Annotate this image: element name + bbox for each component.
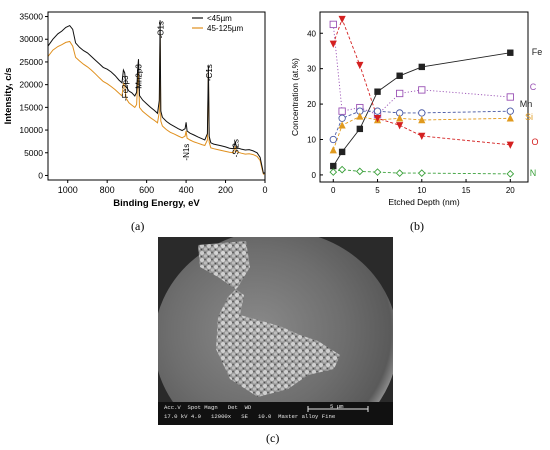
- y-axis-label: Concentration (at.%): [290, 58, 300, 136]
- series-point: [338, 121, 346, 129]
- plot-frame: [47, 11, 266, 181]
- y-tick-label: 0: [38, 170, 43, 180]
- series-label-si: Si: [525, 112, 533, 122]
- panel-c-label: (c): [266, 431, 280, 445]
- legend-label: 45-125µm: [207, 24, 244, 33]
- series-point: [330, 162, 337, 170]
- series-point: [396, 72, 403, 79]
- series-point: [506, 170, 515, 178]
- spectrum-line-0: [47, 20, 266, 174]
- y-tick-label: 10000: [19, 125, 43, 135]
- series-point: [418, 132, 426, 140]
- series-point: [373, 107, 382, 115]
- y-tick-label: 10: [307, 136, 316, 145]
- series-point: [418, 116, 426, 124]
- series-point: [338, 15, 346, 24]
- series-point: [506, 93, 514, 101]
- sem-scale-label: 5 µm: [330, 403, 344, 410]
- series-point: [417, 169, 426, 177]
- series-point: [418, 109, 426, 117]
- series-point: [418, 63, 425, 71]
- series-label-c: C: [530, 82, 537, 92]
- depth-profile-panel: 0 5 10 15 20 0 10 20 30 40 Etched Depth (nm) Concen…: [278, 0, 550, 245]
- plot-frame: [319, 11, 529, 183]
- series-point: [338, 107, 346, 115]
- series-point: [356, 112, 364, 120]
- series-point: [506, 114, 514, 122]
- sem-micrograph-panel: Acc.V Spot Magn Det WD 5 µm 17.0 kV 4.0 …: [0, 228, 550, 450]
- x-tick-label: 10: [417, 186, 426, 195]
- x-tick-label: 200: [218, 185, 233, 195]
- x-tick-label: 0: [331, 186, 336, 195]
- sem-databar: Acc.V Spot Magn Det WD 5 µm 17.0 kV 4.0 …: [158, 402, 393, 425]
- series-point: [338, 114, 346, 122]
- sem-values-text: 17.0 kV 4.0 12000x SE 10.0 Master alloy …: [164, 413, 336, 420]
- peak-label: -O1s: [156, 21, 165, 38]
- series-point: [396, 122, 404, 130]
- series-label-n: N: [530, 168, 537, 178]
- panel-b-label: (b): [410, 219, 424, 233]
- series-point: [418, 86, 426, 94]
- x-axis-label: Etched Depth (nm): [388, 197, 460, 207]
- y-tick-label: 25000: [19, 57, 43, 67]
- series-point: [329, 146, 337, 154]
- peak-label: -Mn2p3: [135, 64, 144, 92]
- y-tick-label: 5000: [24, 148, 43, 158]
- x-axis-label: Binding Energy, eV: [113, 198, 200, 209]
- sem-particle-illustration: [158, 237, 393, 425]
- series-point: [355, 167, 364, 176]
- y-tick-label: 30000: [19, 34, 43, 44]
- depth-profile-chart: 0 5 10 15 20 0 10 20 30 40 Etched Depth (nm) Concen…: [290, 11, 543, 207]
- series-point: [356, 61, 364, 70]
- series-point: [329, 40, 337, 48]
- x-tick-label: 400: [179, 185, 194, 195]
- y-tick-label: 40: [307, 29, 316, 38]
- x-tick-label: 0: [262, 185, 267, 195]
- legend-label: <45µm: [207, 14, 232, 23]
- y-tick-label: 20000: [19, 80, 43, 90]
- series-point: [338, 165, 346, 174]
- series-point: [506, 141, 514, 149]
- y-tick-label: 20: [307, 100, 316, 109]
- series-label-fe: Fe: [532, 47, 543, 57]
- series-point: [338, 148, 346, 156]
- peak-label: -C1s: [205, 64, 214, 81]
- x-tick-label: 1000: [58, 185, 78, 195]
- peak-label: -Si2s: [231, 139, 240, 157]
- sem-header-text: Acc.V Spot Magn Det WD: [164, 404, 252, 411]
- y-axis-label: Intensity, c/s: [3, 68, 14, 125]
- y-tick-label: 35000: [19, 12, 43, 22]
- series-point: [395, 169, 404, 177]
- series-point: [329, 168, 338, 176]
- series-point: [373, 168, 382, 176]
- panel-a-label: (a): [131, 219, 145, 233]
- y-tick-label: 15000: [19, 102, 43, 112]
- series-point: [396, 89, 404, 98]
- series-label-o: O: [531, 137, 538, 147]
- x-tick-label: 15: [462, 186, 471, 195]
- xps-survey-panel: 1000 800 600 400 200 0 0 5000 10000 15000 20000 250…: [0, 0, 275, 245]
- x-tick-label: 20: [506, 186, 515, 195]
- series-point: [507, 49, 514, 56]
- series-point: [373, 115, 382, 123]
- xps-survey-chart: 1000 800 600 400 200 005000100001500020000250…: [3, 11, 268, 209]
- sem-image: Acc.V Spot Magn Det WD 5 µm 17.0 kV 4.0 …: [158, 237, 393, 425]
- series-point: [356, 125, 364, 133]
- series-point: [329, 20, 337, 29]
- x-tick-label: 600: [139, 185, 154, 195]
- spectrum-line-1: [47, 33, 266, 175]
- series-point: [374, 88, 381, 95]
- series-point: [506, 107, 514, 115]
- y-tick-label: 30: [307, 65, 316, 74]
- series-point: [396, 114, 404, 122]
- peak-label: -N1s: [182, 144, 191, 161]
- series-label-mn: Mn: [520, 99, 533, 109]
- peak-label: -Fe2p3: [121, 75, 130, 101]
- y-tick-label: 0: [312, 171, 317, 180]
- series-point: [329, 135, 337, 144]
- x-tick-label: 5: [375, 186, 380, 195]
- x-tick-label: 800: [100, 185, 115, 195]
